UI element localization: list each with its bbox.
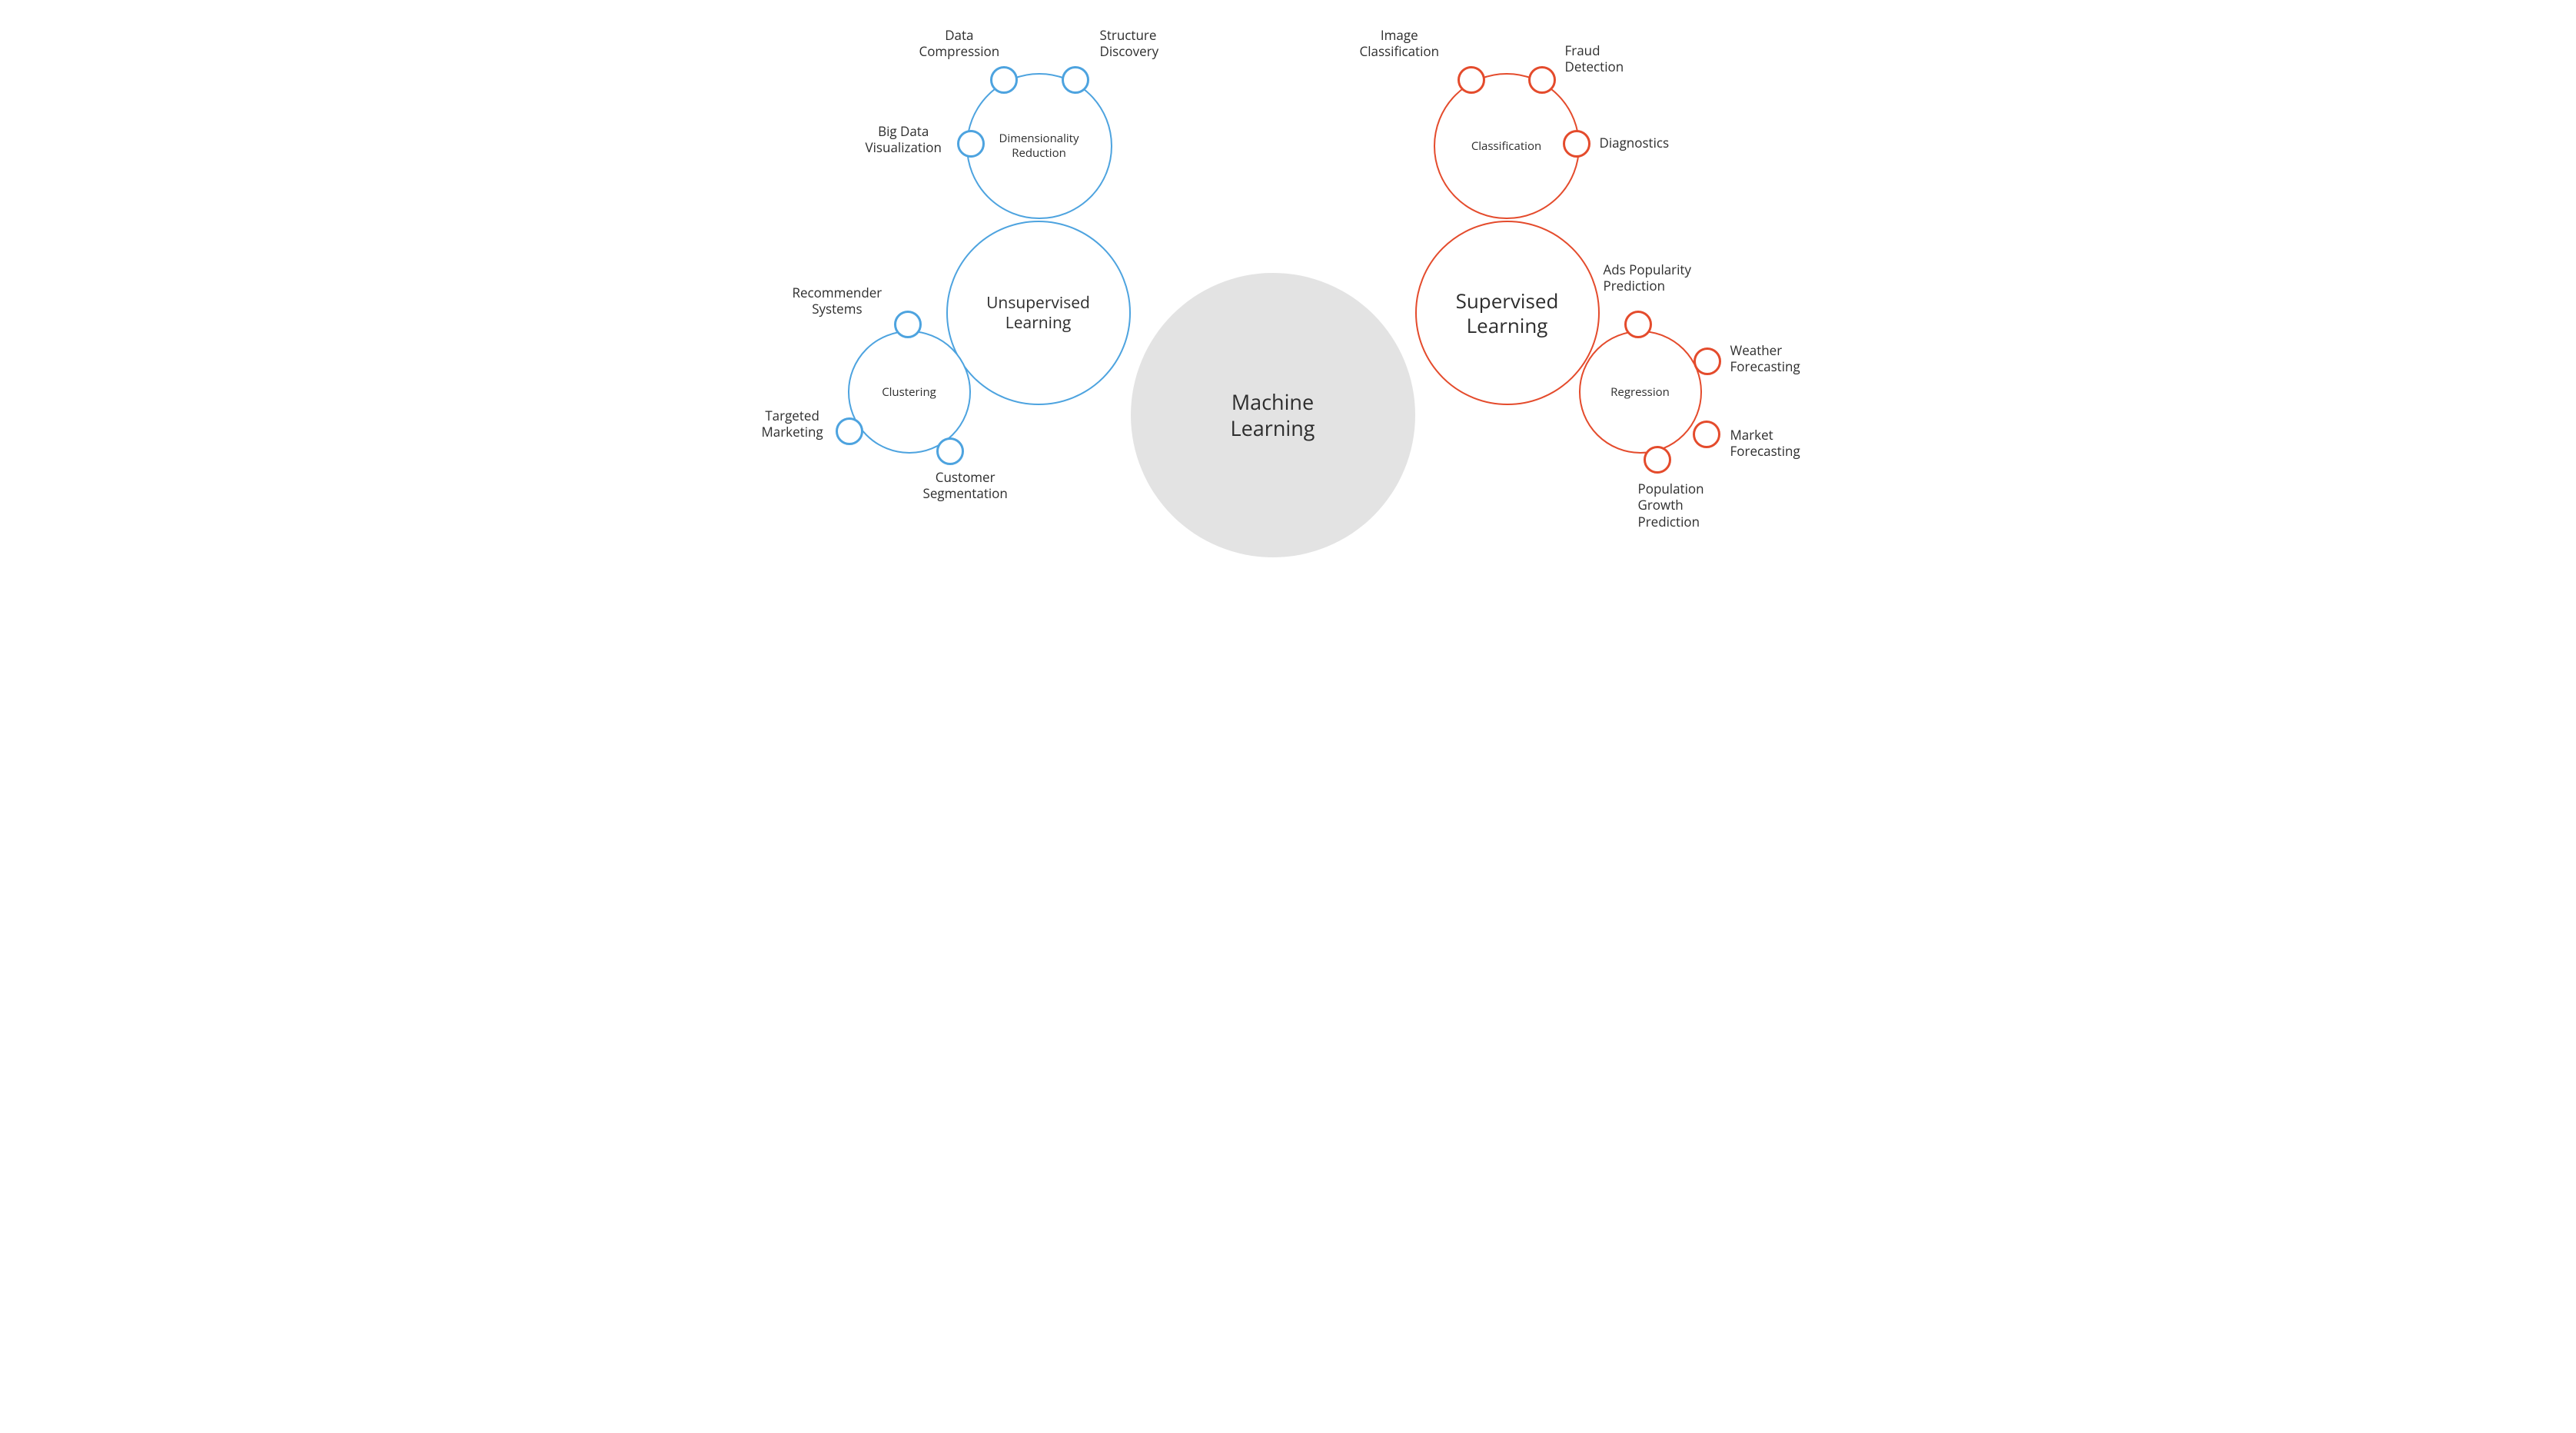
node-center: Machine Learning	[1131, 273, 1415, 557]
label-cl_l2: Targeted Marketing	[762, 407, 823, 441]
node-cl_l3	[936, 437, 964, 465]
label-cf_l1: Image Classification	[1360, 27, 1440, 60]
node-rg_l1	[1624, 311, 1652, 338]
node-label-center: Machine Learning	[1228, 386, 1318, 444]
node-clustering: Clustering	[848, 331, 971, 454]
node-label-regress: Regression	[1607, 382, 1673, 403]
label-dr_l3: Big Data Visualization	[866, 123, 942, 156]
node-cf_l2	[1528, 66, 1556, 94]
node-cl_l2	[836, 417, 863, 445]
node-label-dimred: Dimensionality Reduction	[995, 128, 1082, 164]
label-cl_l3: Customer Segmentation	[923, 469, 1008, 502]
label-cf_l3: Diagnostics	[1600, 135, 1670, 151]
node-label-unsup: Unsupervised Learning	[983, 290, 1093, 337]
node-cf_l3	[1563, 130, 1590, 158]
node-dimred: Dimensionality Reduction	[966, 73, 1112, 219]
label-cf_l2: Fraud Detection	[1565, 42, 1624, 75]
node-label-sup: Supervised Learning	[1453, 285, 1562, 341]
label-rg_l3: Market Forecasting	[1730, 427, 1800, 460]
node-dr_l1	[990, 66, 1018, 94]
node-cf_l1	[1458, 66, 1485, 94]
node-label-classif: Classification	[1468, 136, 1544, 157]
node-unsup: Unsupervised Learning	[946, 221, 1131, 405]
label-rg_l2: Weather Forecasting	[1730, 342, 1800, 375]
label-dr_l2: Structure Discovery	[1100, 27, 1159, 60]
label-rg_l4: Population Growth Prediction	[1638, 480, 1704, 530]
node-rg_l4	[1644, 446, 1671, 474]
label-rg_l1: Ads Popularity Prediction	[1604, 261, 1692, 294]
node-dr_l3	[957, 130, 985, 158]
node-rg_l3	[1693, 421, 1720, 448]
node-dr_l2	[1062, 66, 1089, 94]
label-cl_l1: Recommender Systems	[793, 284, 882, 318]
node-regress: Regression	[1579, 331, 1702, 454]
diagram-stage: Machine Learning Unsupervised Learning Dim…	[720, 0, 1857, 600]
node-classif: Classification	[1434, 73, 1580, 219]
node-sup: Supervised Learning	[1415, 221, 1600, 405]
node-cl_l1	[894, 311, 922, 338]
node-label-clustering: Clustering	[879, 382, 939, 403]
node-rg_l2	[1694, 347, 1721, 375]
label-dr_l1: Data Compression	[919, 27, 1000, 60]
